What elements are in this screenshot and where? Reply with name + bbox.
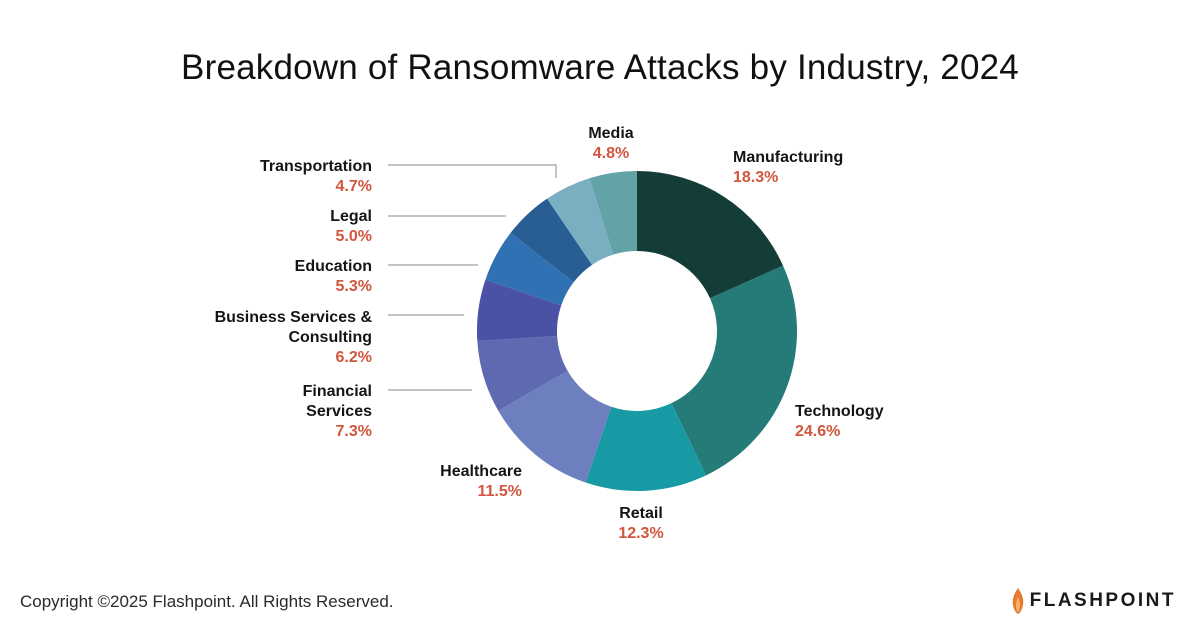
slice-transportation [547, 178, 614, 265]
slice-healthcare [498, 370, 612, 483]
slice-name-technology: Technology [795, 403, 884, 420]
slice-label-media: Media 4.8% [588, 125, 633, 162]
slice-name-healthcare: Healthcare [440, 463, 522, 480]
brand-logo: FLASHPOINT [1012, 588, 1176, 614]
donut-slices [476, 171, 797, 491]
slice-label-education: Education 5.3% [295, 258, 372, 295]
slice-value-retail: 12.3% [618, 525, 663, 542]
slice-value-healthcare: 11.5% [478, 483, 522, 500]
leader-lines [388, 164, 557, 391]
chart-title: Breakdown of Ransomware Attacks by Indus… [181, 48, 1019, 87]
slice-label-healthcare: Healthcare 11.5% [440, 463, 522, 500]
slice-value-transportation: 4.7% [336, 178, 372, 195]
slice-label-legal: Legal 5.0% [330, 208, 372, 245]
slice-labels: Manufacturing 18.3% Technology 24.6% Retail 1… [215, 125, 884, 542]
slice-technology [671, 265, 797, 476]
slice-value-business-services-and-consulting: 6.2% [336, 349, 372, 366]
slice-name-manufacturing: Manufacturing [733, 149, 843, 166]
slice-retail [585, 403, 707, 491]
slice-value-media: 4.8% [593, 145, 629, 162]
slice-legal [510, 198, 593, 282]
slice-name-financial-services-line-2: Services [306, 403, 372, 420]
slice-label-technology: Technology 24.6% [795, 403, 884, 440]
brand-name: FLASHPOINT [1029, 590, 1176, 611]
slice-business-services-and-consulting [476, 279, 562, 342]
slice-value-education: 5.3% [336, 278, 372, 295]
copyright-text: Copyright ©2025 Flashpoint. All Rights R… [20, 592, 394, 611]
slice-name-business-services-and-consulting-line-2: Consulting [288, 329, 372, 346]
slice-name-retail: Retail [619, 505, 663, 522]
slice-media [589, 171, 637, 255]
slice-value-technology: 24.6% [795, 423, 840, 440]
slice-name-transportation: Transportation [260, 158, 372, 175]
slice-label-retail: Retail 12.3% [618, 505, 663, 542]
slice-value-manufacturing: 18.3% [733, 169, 778, 186]
slice-value-financial-services: 7.3% [336, 423, 372, 440]
flame-icon [1012, 588, 1023, 614]
slice-name-education: Education [295, 258, 372, 275]
slice-name-financial-services-line-1: Financial [303, 383, 372, 400]
slice-name-legal: Legal [330, 208, 372, 225]
slice-manufacturing [637, 171, 784, 299]
slice-label-financial-services: Financial Services 7.3% [303, 383, 372, 440]
leader-line-transportation [388, 164, 557, 178]
slice-education [485, 232, 574, 306]
slice-label-manufacturing: Manufacturing 18.3% [733, 149, 843, 186]
slice-label-business-services-and-consulting: Business Services & Consulting 6.2% [215, 309, 373, 366]
slice-financial-services [477, 336, 568, 411]
slice-name-media: Media [588, 125, 633, 142]
slice-label-transportation: Transportation 4.7% [260, 158, 372, 195]
slice-value-legal: 5.0% [336, 228, 372, 245]
slice-name-business-services-and-consulting-line-1: Business Services & [215, 309, 373, 326]
